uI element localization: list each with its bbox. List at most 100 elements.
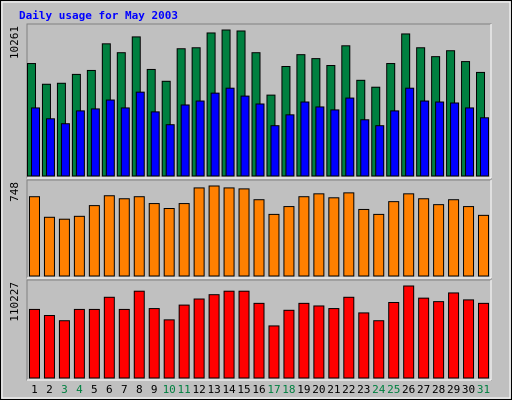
bar bbox=[223, 290, 235, 379]
bar bbox=[345, 97, 355, 177]
bar bbox=[43, 216, 55, 277]
x-tick-label: 16 bbox=[252, 383, 265, 396]
bar bbox=[238, 188, 250, 277]
bar bbox=[435, 101, 445, 177]
x-tick-label: 26 bbox=[402, 383, 415, 396]
y-tick-label: 748 bbox=[8, 182, 21, 202]
x-tick-label: 13 bbox=[207, 383, 220, 396]
x-tick-label: 4 bbox=[76, 383, 83, 396]
bar bbox=[103, 195, 115, 277]
bar bbox=[180, 104, 190, 177]
bar bbox=[388, 201, 400, 277]
bar bbox=[58, 218, 70, 277]
bar bbox=[103, 296, 115, 379]
bar bbox=[105, 99, 115, 177]
bar bbox=[358, 208, 370, 277]
bar bbox=[478, 214, 490, 277]
bar bbox=[238, 290, 250, 379]
x-tick-label: 24 bbox=[372, 383, 386, 396]
bar bbox=[270, 125, 280, 177]
bar bbox=[420, 100, 430, 177]
bar bbox=[255, 103, 265, 177]
bar bbox=[388, 301, 400, 379]
x-tick-label: 8 bbox=[136, 383, 143, 396]
bar bbox=[463, 206, 475, 277]
bar bbox=[480, 117, 490, 177]
bar bbox=[433, 301, 445, 379]
bar bbox=[313, 305, 325, 379]
bar bbox=[135, 91, 145, 177]
x-tick-label: 12 bbox=[193, 383, 206, 396]
bar bbox=[315, 106, 325, 177]
bar bbox=[300, 101, 310, 177]
bar bbox=[165, 124, 175, 177]
bar bbox=[88, 205, 100, 277]
y-tick-label: 10261 bbox=[8, 26, 21, 59]
bar bbox=[448, 292, 460, 379]
bar bbox=[298, 302, 310, 379]
bar bbox=[433, 204, 445, 277]
bar bbox=[90, 108, 100, 177]
bar bbox=[403, 193, 415, 277]
bar bbox=[148, 203, 160, 277]
bar bbox=[465, 107, 475, 177]
bar bbox=[405, 87, 415, 177]
bar bbox=[373, 213, 385, 277]
bar bbox=[448, 199, 460, 277]
x-tick-label: 29 bbox=[447, 383, 460, 396]
bar bbox=[150, 111, 160, 177]
x-tick-label: 6 bbox=[106, 383, 113, 396]
x-tick-label: 19 bbox=[297, 383, 310, 396]
x-tick-label: 15 bbox=[237, 383, 250, 396]
bar bbox=[285, 114, 295, 177]
bar bbox=[313, 193, 325, 277]
bar bbox=[328, 197, 340, 277]
bar bbox=[75, 110, 85, 177]
bar bbox=[193, 298, 205, 379]
bar bbox=[223, 187, 235, 277]
bar bbox=[73, 308, 85, 379]
x-tick-label: 21 bbox=[327, 383, 340, 396]
x-tick-label: 22 bbox=[342, 383, 355, 396]
bar bbox=[58, 320, 70, 379]
bar bbox=[208, 294, 220, 379]
bar bbox=[360, 119, 370, 177]
bar bbox=[283, 309, 295, 379]
bar bbox=[118, 308, 130, 379]
bar bbox=[373, 320, 385, 379]
bar bbox=[375, 125, 385, 177]
x-tick-label: 25 bbox=[387, 383, 400, 396]
bar bbox=[390, 110, 400, 177]
bar bbox=[208, 185, 220, 277]
bar bbox=[298, 196, 310, 277]
bar bbox=[193, 187, 205, 277]
bar bbox=[43, 315, 55, 379]
bar bbox=[253, 302, 265, 379]
bar bbox=[178, 203, 190, 277]
bar bbox=[45, 118, 55, 177]
bar bbox=[195, 100, 205, 177]
x-tick-label: 3 bbox=[61, 383, 68, 396]
x-tick-label: 14 bbox=[222, 383, 236, 396]
bar bbox=[418, 297, 430, 379]
x-tick-label: 9 bbox=[151, 383, 158, 396]
bar bbox=[133, 196, 145, 277]
x-tick-label: 23 bbox=[357, 383, 370, 396]
bar bbox=[28, 196, 40, 277]
x-tick-label: 17 bbox=[267, 383, 280, 396]
x-tick-label: 18 bbox=[282, 383, 295, 396]
bar bbox=[28, 308, 40, 379]
bar bbox=[253, 199, 265, 277]
bar bbox=[148, 308, 160, 379]
bar bbox=[450, 102, 460, 177]
bar bbox=[88, 308, 100, 379]
bar bbox=[418, 198, 430, 277]
bar bbox=[30, 107, 40, 177]
bar bbox=[343, 192, 355, 277]
x-tick-label: 2 bbox=[46, 383, 53, 396]
bar bbox=[330, 109, 340, 177]
y-tick-label: 110227 bbox=[8, 282, 21, 322]
x-tick-label: 20 bbox=[312, 383, 325, 396]
x-tick-label: 10 bbox=[163, 383, 176, 396]
